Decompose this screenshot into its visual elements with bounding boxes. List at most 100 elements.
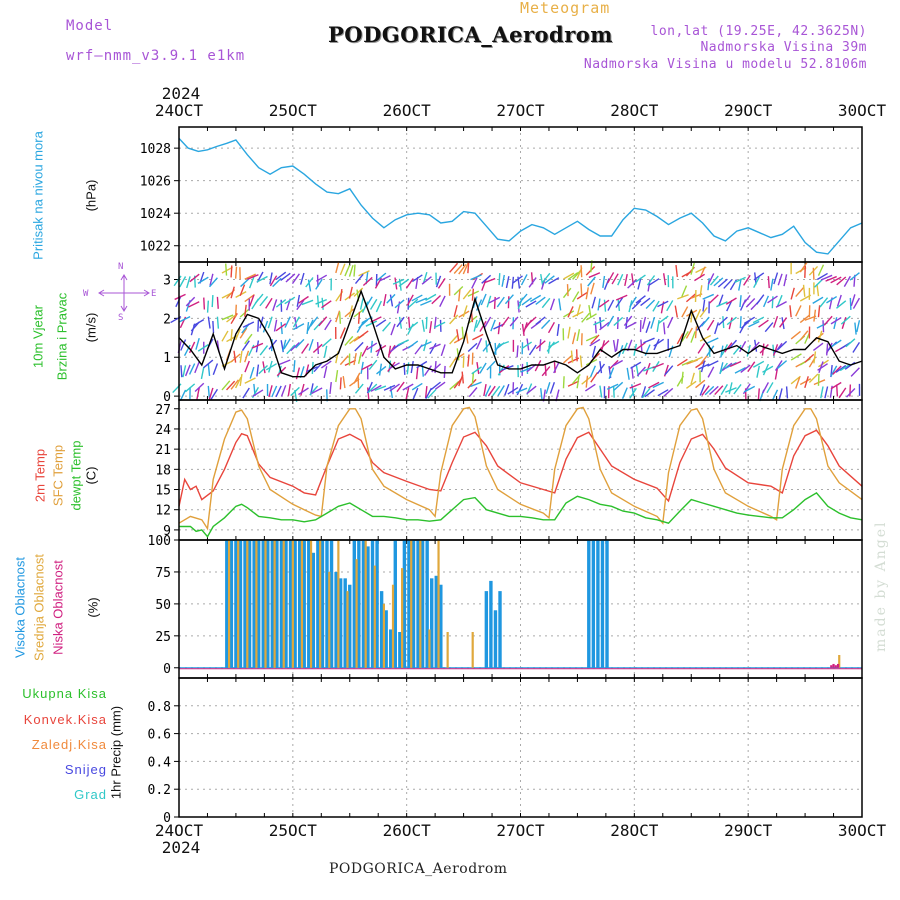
wind-arrow	[280, 272, 291, 282]
cloud-bar	[279, 540, 284, 668]
wind-arrow	[690, 356, 703, 363]
wind-vector-field	[170, 260, 861, 402]
wind-arrow	[541, 272, 551, 284]
wind-arrow	[699, 334, 712, 342]
compass-arrows	[98, 274, 150, 312]
cloud-bar	[428, 629, 431, 668]
cloud-bar	[337, 540, 340, 668]
wind-arrow	[850, 294, 856, 307]
wind-arrow	[284, 296, 296, 305]
wind-panel: 0 1 2 3	[163, 260, 863, 405]
wind-arrow	[443, 365, 446, 378]
wind-arrow	[830, 339, 842, 348]
cloud-bar	[410, 540, 413, 668]
wind-arrow	[588, 272, 601, 279]
wind-arrow	[207, 316, 211, 329]
wind-arrow	[456, 348, 460, 361]
wind-arrow	[197, 344, 209, 352]
wind-arrow	[357, 311, 361, 324]
wind-arrow	[826, 295, 838, 304]
y-tick-label: 25	[155, 630, 171, 645]
wind-arrow	[257, 319, 260, 332]
wind-arrow	[843, 275, 851, 287]
wind-arrow	[293, 360, 296, 373]
lonlat: lon,lat (19.25E, 42.3625N)	[650, 24, 867, 39]
cloud-bar	[334, 571, 338, 668]
cloud-bar	[284, 540, 288, 668]
wind-arrow	[719, 362, 728, 374]
wind-arrow	[553, 361, 560, 374]
wind-arrow	[475, 337, 483, 350]
wind-arrow	[420, 299, 432, 306]
wind-arrow	[427, 388, 437, 399]
y-tick-label: 0.6	[148, 728, 171, 743]
wind-arrow	[329, 381, 332, 395]
wind-arrow	[354, 341, 364, 352]
wind-arrow	[180, 339, 187, 351]
wind-arrow	[658, 315, 669, 324]
wind-arrow	[603, 278, 610, 290]
wind-arrow	[652, 381, 664, 389]
wind-arrow	[344, 264, 351, 277]
wind-arrow	[778, 388, 783, 401]
wind-arrow	[318, 316, 328, 327]
wind-arrow	[772, 344, 779, 356]
wind-arrow	[603, 299, 607, 312]
wind-arrow	[631, 300, 642, 310]
cloud-bar	[373, 565, 376, 668]
wind-arrow	[453, 352, 465, 361]
wind-arrow	[732, 344, 742, 355]
wind-arrow	[406, 362, 410, 375]
bottom-date-label: 30OCT	[838, 821, 887, 840]
y-tick-label: 21	[155, 443, 171, 458]
cloud-bar	[227, 540, 231, 668]
wind-arrow	[750, 341, 760, 352]
wind-arrow	[280, 385, 287, 397]
wind-arrow	[789, 305, 792, 318]
wind-arrow	[608, 367, 615, 379]
wind-arrow	[613, 381, 624, 391]
wind-arrow	[738, 278, 742, 291]
wind-arrow	[283, 338, 291, 350]
wind-arrow	[852, 297, 861, 309]
wind-arrow	[685, 327, 693, 339]
wind-arrow	[547, 341, 551, 354]
wind-arrow	[702, 293, 715, 300]
wind-arrow	[339, 377, 342, 390]
cloud-bar	[291, 540, 294, 668]
wind-arrow	[396, 381, 405, 393]
cloud-bar	[830, 665, 833, 668]
wind-arrow	[386, 293, 396, 304]
wind-arrow	[699, 354, 709, 365]
wind-arrow	[313, 362, 323, 373]
wind-arrow	[196, 387, 200, 400]
wind-arrow	[812, 267, 815, 280]
wind-arrow	[813, 309, 817, 322]
cloud-bar	[430, 578, 434, 668]
wind-arrow	[467, 354, 470, 367]
wind-arrow	[461, 371, 465, 384]
wind-arrow	[424, 386, 428, 399]
wind-arrow	[453, 286, 464, 296]
cloud-bar	[355, 559, 358, 668]
wind-arrow	[666, 300, 674, 312]
wind-arrow	[449, 262, 459, 273]
cloud-bar	[398, 632, 402, 668]
wind-arrow	[234, 328, 241, 341]
wind-arrow	[777, 273, 783, 286]
wind-arrow	[394, 299, 405, 309]
cloud-bar	[329, 540, 334, 668]
wind-arrow	[275, 385, 282, 398]
wind-arrow	[591, 296, 597, 309]
wind-arrow	[606, 383, 619, 390]
wind-arrow	[411, 294, 423, 302]
cloud-bar	[434, 575, 438, 668]
wind-arrow	[562, 287, 572, 299]
wind-arrow	[375, 300, 382, 313]
wind-arrow	[635, 295, 646, 304]
precip-legend-snow: Snijeg	[64, 762, 107, 777]
wind-arrow	[567, 380, 580, 387]
wind-arrow	[360, 361, 364, 374]
wind-arrow	[664, 365, 674, 376]
wind-arrow	[846, 388, 856, 398]
